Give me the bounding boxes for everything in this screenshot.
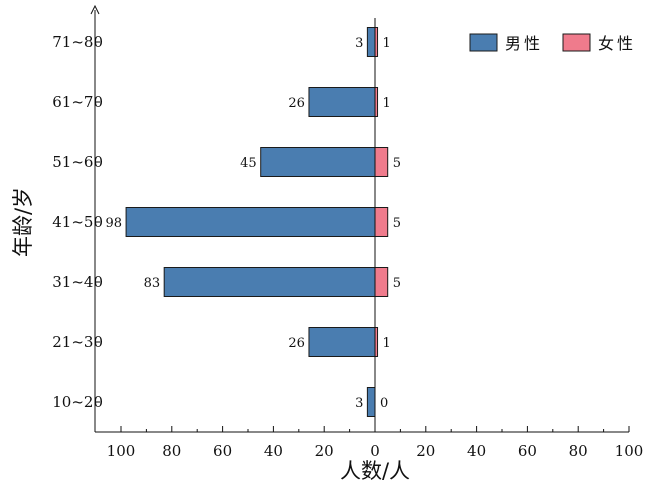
- data-label-male-61~70: 26: [288, 96, 305, 111]
- x-tick-label-8: 60: [518, 442, 537, 460]
- data-label-male-10~20: 3: [355, 396, 363, 411]
- category-label-21~30: 21~30: [52, 333, 103, 351]
- y-axis-title: 年龄/岁: [11, 187, 35, 257]
- data-label-female-41~50: 5: [393, 216, 401, 231]
- category-label-31~40: 31~40: [52, 273, 103, 291]
- bar-male-41~50: [125, 207, 376, 237]
- data-label-female-21~30: 1: [383, 336, 391, 351]
- bar-male-21~30: [308, 327, 376, 357]
- bar-female-31~40: [374, 267, 389, 297]
- bar-male-51~60: [260, 147, 376, 177]
- category-label-51~60: 51~60: [52, 153, 103, 171]
- data-label-female-71~80: 1: [383, 36, 391, 51]
- bar-female-41~50: [374, 207, 389, 237]
- data-label-male-51~60: 45: [240, 156, 257, 171]
- data-label-female-31~40: 5: [393, 276, 401, 291]
- bar-male-31~40: [163, 267, 376, 297]
- bar-male-61~70: [308, 87, 376, 117]
- category-label-71~80: 71~80: [52, 33, 103, 51]
- data-label-female-10~20: 0: [380, 396, 388, 411]
- axes-group: [90, 4, 630, 433]
- data-label-male-21~30: 26: [288, 336, 305, 351]
- x-tick-label-10: 100: [615, 442, 644, 460]
- y-axis-arrow: [90, 4, 100, 15]
- x-tick-label-7: 40: [467, 442, 486, 460]
- category-label-10~20: 10~20: [52, 393, 103, 411]
- data-label-male-71~80: 3: [355, 36, 363, 51]
- legend-swatch-male: [469, 33, 498, 52]
- category-label-61~70: 61~70: [52, 93, 103, 111]
- category-label-41~50: 41~50: [52, 213, 103, 231]
- x-tick-label-6: 20: [416, 442, 435, 460]
- bar-male-71~80: [366, 27, 376, 57]
- legend-swatch-female: [562, 33, 591, 52]
- labels-group: 3 0 10~20 26 1 21~30 83 5 31~40 98 5 41~50 45 5 51~60 2…: [52, 33, 643, 460]
- x-tick-label-2: 60: [213, 442, 232, 460]
- legend: 男性 女性: [469, 33, 636, 53]
- legend-label-male: 男性: [505, 34, 543, 53]
- x-axis-title: 人数/人: [340, 459, 410, 483]
- data-label-male-31~40: 83: [144, 276, 161, 291]
- x-tick-label-3: 40: [264, 442, 283, 460]
- bar-male-10~20: [366, 387, 376, 417]
- x-tick-label-4: 20: [315, 442, 334, 460]
- bars-group: [125, 27, 389, 417]
- data-label-female-61~70: 1: [383, 96, 391, 111]
- bar-female-51~60: [374, 147, 389, 177]
- data-label-male-41~50: 98: [106, 216, 123, 231]
- x-tick-label-5: 0: [370, 442, 380, 460]
- x-tick-label-1: 80: [162, 442, 181, 460]
- data-label-female-51~60: 5: [393, 156, 401, 171]
- legend-label-female: 女性: [598, 34, 636, 53]
- x-tick-label-9: 80: [569, 442, 588, 460]
- x-tick-label-0: 100: [107, 442, 136, 460]
